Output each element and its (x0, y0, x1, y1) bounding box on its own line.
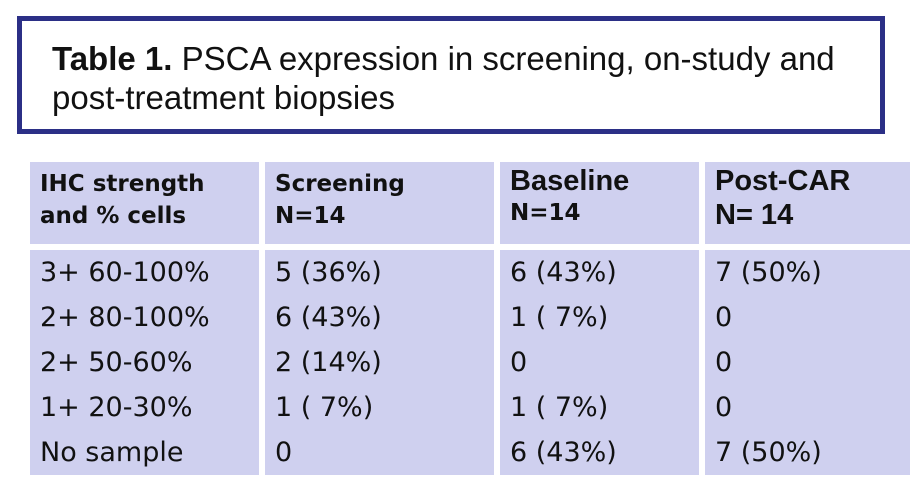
table-cell: 6 (43%) (275, 302, 382, 333)
table-cell: 3+ 60-100% (40, 257, 210, 288)
table-cell: 1+ 20-30% (40, 392, 193, 423)
table-cell: 2+ 80-100% (40, 302, 210, 333)
header-line: and % cells (40, 203, 187, 229)
header-line: N= 14 (715, 199, 794, 231)
header-line: Baseline (510, 165, 630, 197)
column-post-car: 7 (50%) 0 0 0 7 (50%) (705, 250, 910, 475)
header-line: Screening (275, 171, 405, 197)
title-box: Table 1. PSCA expression in screening, o… (17, 16, 885, 134)
table-cell: 2 (14%) (275, 347, 382, 378)
table-cell: 6 (43%) (510, 437, 617, 468)
table-cell: 0 (715, 347, 733, 378)
caption-label: Table 1. (52, 40, 173, 77)
header-baseline: Baseline N=14 (500, 162, 699, 244)
header-line: N=14 (275, 203, 346, 229)
table-cell: 5 (36%) (275, 257, 382, 288)
table-cell: 1 ( 7%) (510, 392, 609, 423)
table-cell: No sample (40, 437, 184, 468)
psca-table: IHC strength and % cells Screening N=14 … (30, 162, 910, 475)
table-cell: 0 (715, 392, 733, 423)
table-cell: 0 (275, 437, 293, 468)
table-cell: 7 (50%) (715, 257, 822, 288)
table-cell: 1 ( 7%) (275, 392, 374, 423)
header-line: Post-CAR (715, 165, 851, 197)
table-cell: 7 (50%) (715, 437, 822, 468)
table-cell: 0 (510, 347, 528, 378)
table-cell: 2+ 50-60% (40, 347, 193, 378)
caption-text: PSCA expression in screening, on-study a… (52, 40, 835, 116)
table-caption: Table 1. PSCA expression in screening, o… (52, 39, 872, 117)
table-cell: 1 ( 7%) (510, 302, 609, 333)
column-screening: 5 (36%) 6 (43%) 2 (14%) 1 ( 7%) 0 (265, 250, 494, 475)
header-ihc-strength: IHC strength and % cells (30, 162, 259, 244)
header-post-car: Post-CAR N= 14 (705, 162, 910, 244)
column-ihc-strength: 3+ 60-100% 2+ 80-100% 2+ 50-60% 1+ 20-30… (30, 250, 259, 475)
header-line: N=14 (510, 200, 581, 226)
header-screening: Screening N=14 (265, 162, 494, 244)
table-cell: 0 (715, 302, 733, 333)
header-line: IHC strength (40, 171, 205, 197)
table-cell: 6 (43%) (510, 257, 617, 288)
column-baseline: 6 (43%) 1 ( 7%) 0 1 ( 7%) 6 (43%) (500, 250, 699, 475)
